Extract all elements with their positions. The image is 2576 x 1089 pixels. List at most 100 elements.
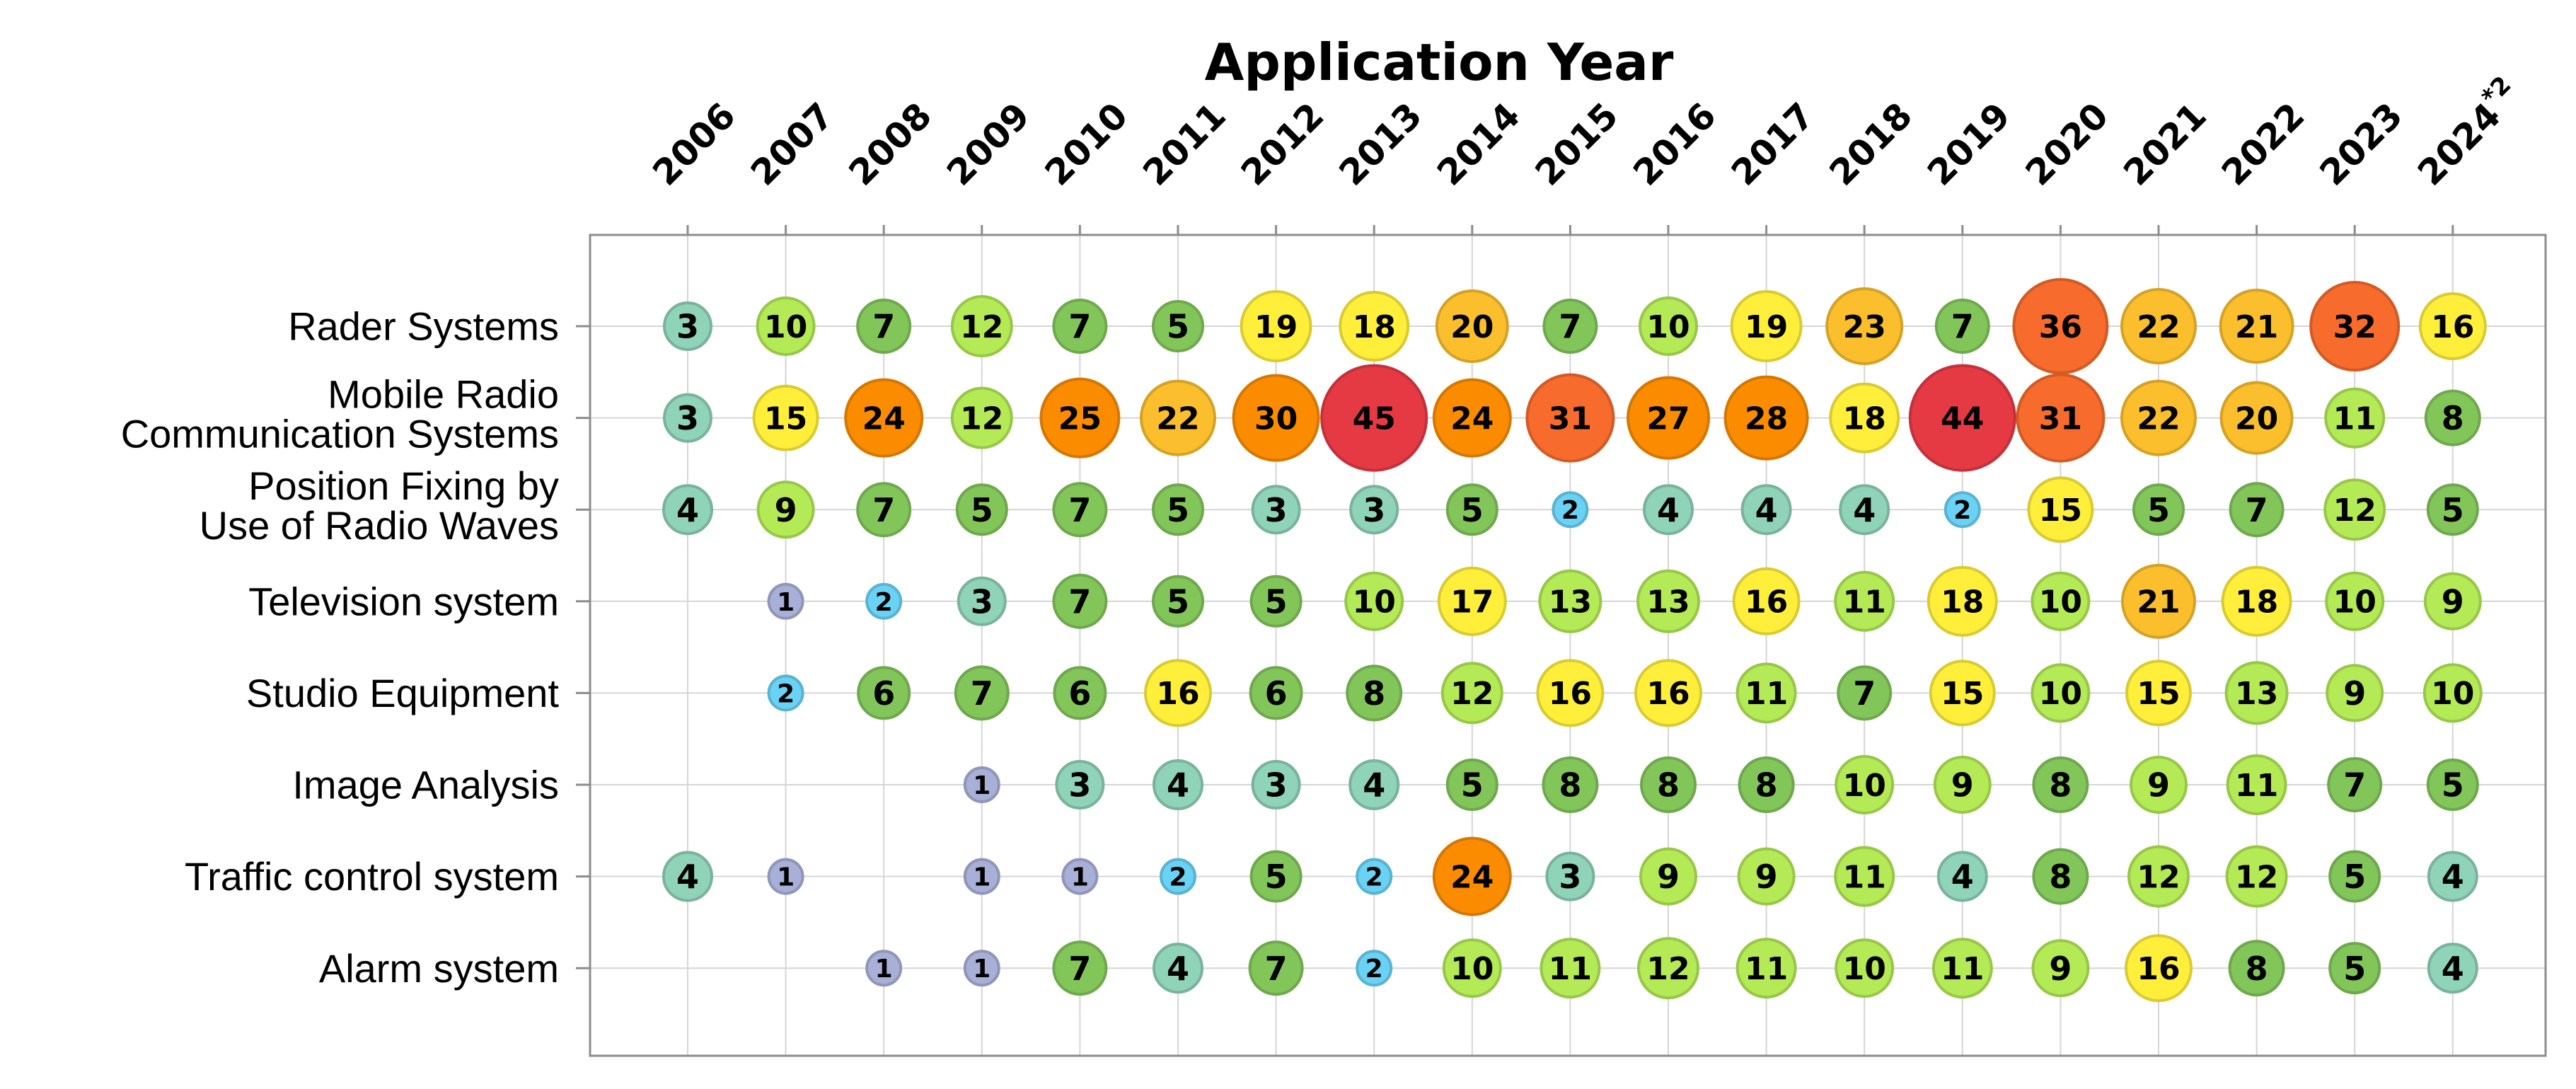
- bubble-value: 5: [1167, 582, 1189, 621]
- bubble-value: 7: [2343, 766, 2366, 805]
- bubble: 9: [2130, 756, 2188, 814]
- year-label: 2007: [743, 95, 841, 193]
- bubble-value: 2: [1365, 863, 1383, 892]
- bubble: 36: [2012, 278, 2109, 374]
- bubble-circle: [1643, 484, 1694, 536]
- bubble: 7: [856, 482, 912, 538]
- bubble-circle: [2219, 381, 2294, 455]
- bubble-circle: [1160, 858, 1196, 895]
- bubble: 12: [1637, 937, 1699, 1000]
- bubble: 30: [1232, 374, 1320, 462]
- bubble-value: 31: [1549, 401, 1592, 437]
- bubble-value: 11: [1843, 584, 1886, 621]
- bubble-value: 28: [1745, 401, 1788, 437]
- bubble: 9: [2326, 664, 2384, 722]
- bubble-value: 9: [2343, 674, 2366, 713]
- bubble: 11: [1540, 938, 1601, 999]
- bubble-value: 27: [1646, 401, 1690, 437]
- bubble: 2: [1356, 858, 1393, 895]
- bubble-value: 12: [1450, 676, 1494, 712]
- bubble-circle: [2423, 572, 2482, 630]
- bubble-value: 8: [2442, 399, 2464, 437]
- bubble-circle: [957, 576, 1007, 626]
- bubble-value: 5: [1167, 491, 1189, 529]
- bubble-value: 16: [2137, 951, 2180, 987]
- bubble-value: 9: [1657, 858, 1680, 896]
- bubble: 12: [1440, 662, 1503, 725]
- category-label: Position Fixing by Use of Radio Waves: [200, 463, 559, 548]
- bubble-circle: [1356, 858, 1393, 895]
- bubble: 4: [2427, 851, 2478, 902]
- bubble-value: 9: [2049, 950, 2072, 988]
- bubble: 5: [2328, 942, 2381, 995]
- bubble-circle: [865, 582, 903, 620]
- bubble: 6: [1249, 666, 1303, 720]
- year-label: 2024*2: [2406, 71, 2529, 194]
- bubble: 9: [1933, 756, 1992, 814]
- bubbles: 3 10 7 12 7 5 19 18 20 7 10 19 23 7 36 22 21 32 163 15 24 12 2…: [662, 278, 2487, 1003]
- bubble-value: 9: [2442, 582, 2464, 621]
- bubble: 31: [2016, 373, 2106, 463]
- bubble-circle: [1934, 299, 1990, 354]
- bubble-value: 7: [2246, 491, 2268, 529]
- bubble: 18: [1927, 565, 1998, 637]
- bubble-circle: [663, 393, 712, 443]
- bubble-circle: [1837, 665, 1893, 721]
- bubble-value: 16: [1156, 676, 1199, 712]
- bubble-value: 12: [2137, 859, 2180, 895]
- bubble-value: 8: [1363, 674, 1385, 713]
- bubble-value: 18: [1941, 584, 1984, 621]
- bubble: 8: [2032, 848, 2089, 905]
- bubble-value: 19: [1745, 309, 1788, 345]
- bubble-value: 10: [1646, 309, 1690, 345]
- bubble: 6: [1053, 666, 1107, 720]
- bubble-value: 10: [2039, 584, 2082, 621]
- bubble-value: 11: [2235, 768, 2278, 804]
- bubble-value: 11: [1745, 951, 1788, 987]
- category-label: Rader Systems: [288, 304, 559, 349]
- category-label: Image Analysis: [292, 763, 559, 807]
- bubble-circle: [2032, 756, 2089, 813]
- bubble-circle: [2328, 850, 2381, 903]
- bubble: 10: [1835, 938, 1895, 998]
- bubble-circle: [1636, 569, 1700, 633]
- bubble: 7: [856, 299, 912, 354]
- bubble-value: 23: [1843, 309, 1886, 345]
- bubble: 11: [1735, 938, 1797, 999]
- bubble-value: 1: [973, 955, 990, 984]
- bubble: 15: [2125, 659, 2192, 727]
- bubble-circle: [1627, 376, 1710, 460]
- bubble: 19: [1240, 290, 1312, 362]
- bubble: 3: [1251, 485, 1301, 535]
- bubble: 22: [2120, 288, 2197, 364]
- bubble-circle: [1545, 851, 1595, 901]
- year-label: 2021: [2115, 95, 2214, 193]
- year-label: 2018: [1822, 95, 1920, 193]
- bubble: 7: [1934, 299, 1990, 354]
- bubble-value: 7: [1068, 582, 1091, 621]
- bubble: 45: [1320, 364, 1428, 472]
- bubble-circle: [1908, 364, 2016, 472]
- bubble-value: 16: [1745, 584, 1788, 621]
- bubble: 12: [950, 295, 1013, 357]
- bubble: 3: [1055, 760, 1105, 809]
- bubble-value: 6: [872, 674, 895, 713]
- bubble-value: 11: [1843, 859, 1886, 895]
- bubble-circle: [1735, 662, 1797, 724]
- bubble-value: 5: [1265, 858, 1288, 896]
- bubble-circle: [1834, 846, 1895, 907]
- bubble: 1: [865, 950, 903, 987]
- year-label: 2019: [1919, 95, 2018, 193]
- bubble-value: 3: [1068, 766, 1091, 805]
- bubble-circle: [1248, 940, 1304, 996]
- bubble-value: 4: [1363, 766, 1385, 805]
- bubble: 9: [2423, 572, 2482, 630]
- bubble-value: 31: [2039, 401, 2082, 437]
- bubble-value: 18: [1353, 309, 1396, 345]
- bubble: 3: [1251, 760, 1301, 809]
- bubble-value: 1: [973, 863, 990, 892]
- bubble-circle: [1432, 836, 1512, 916]
- bubble-value: 7: [1068, 950, 1091, 988]
- bubble: 12: [2225, 845, 2288, 908]
- bubble-circle: [2422, 663, 2483, 723]
